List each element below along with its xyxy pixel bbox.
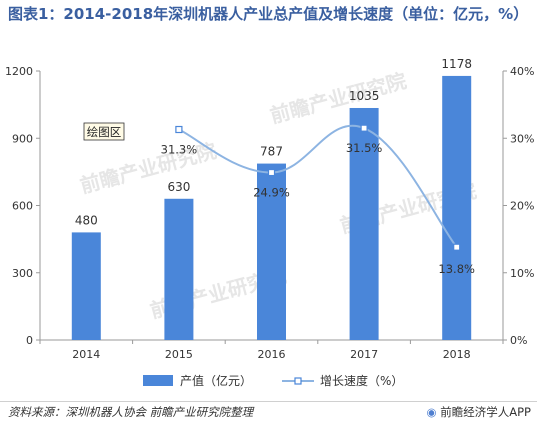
- bar-value-label: 480: [75, 213, 98, 227]
- y-right-tick-label: 10%: [510, 267, 534, 280]
- legend-line-marker: [294, 377, 302, 385]
- growth-value-label: 31.5%: [346, 141, 383, 155]
- bar-2017: [349, 107, 379, 340]
- plot-area-label-box: [83, 122, 125, 141]
- bar-2014: [71, 232, 101, 340]
- y-left-tick-label: 600: [12, 200, 33, 213]
- y-left-tick-label: 1200: [5, 65, 33, 78]
- growth-line-layer: [175, 124, 461, 251]
- y-right-tick-label: 30%: [510, 132, 534, 145]
- watermark-text: 前瞻产业研究院: [77, 139, 218, 198]
- bar-2015: [164, 198, 194, 340]
- growth-marker-2015: [175, 125, 183, 134]
- qianzhan-logo-icon: ◉: [426, 405, 437, 419]
- y-right-tick-label: 40%: [510, 65, 534, 78]
- growth-value-label: 13.8%: [438, 262, 475, 276]
- legend-line-label: 增长速度（%）: [320, 373, 403, 388]
- legend-bar-swatch: [143, 375, 173, 386]
- plot-area-label-text: 绘图区: [87, 125, 122, 139]
- data-labels: 480 630 787 1035 1178 31.3% 24.9% 31.5% 13.8%: [75, 57, 475, 276]
- x-tick-label: 2014: [72, 348, 100, 361]
- plot-area-label: 绘图区: [83, 122, 125, 141]
- x-tick-label: 2017: [350, 348, 378, 361]
- growth-marker-2016: [267, 168, 276, 177]
- x-tick-label: 2016: [258, 348, 286, 361]
- bar-value-label: 787: [260, 145, 283, 159]
- bar-2018: [442, 75, 472, 340]
- source-note: 资料来源：深圳机器人协会 前瞻产业研究院整理: [8, 405, 254, 419]
- footer-divider: [0, 401, 537, 402]
- x-tick-label: 2018: [443, 348, 471, 361]
- growth-marker-2017: [360, 124, 368, 132]
- y-left-tick-label: 300: [12, 267, 33, 280]
- bar-value-label: 1035: [349, 89, 380, 103]
- watermark-text: 前瞻产业研究院: [267, 69, 408, 128]
- growth-line: [178, 124, 458, 248]
- growth-marker-2018: [453, 243, 461, 251]
- legend-bar-label: 产值（亿元）: [180, 373, 252, 388]
- bar-value-label: 1178: [441, 57, 472, 71]
- y-right-tick-label: 0%: [510, 334, 527, 347]
- bar-2016: [257, 163, 286, 340]
- growth-value-label: 24.9%: [253, 186, 290, 200]
- y-left-tick-label: 0: [26, 334, 33, 347]
- bars: [71, 75, 472, 340]
- growth-value-label: 31.3%: [161, 143, 198, 157]
- y-left-tick-label: 900: [12, 132, 33, 145]
- chart-title: 图表1：2014-2018年深圳机器人产业总产值及增长速度（单位：亿元，%）: [8, 5, 529, 23]
- brand-label: 前瞻经济学人APP: [440, 405, 531, 419]
- y-right-tick-label: 20%: [510, 200, 534, 213]
- axes: 0 300 600 900 1200 0% 10% 20% 30% 40% 2014 2015 2016…: [5, 65, 534, 361]
- legend: 产值（亿元） 增长速度（%）: [143, 373, 403, 388]
- x-tick-label: 2015: [165, 348, 193, 361]
- brand: ◉ 前瞻经济学人APP: [427, 404, 531, 420]
- bar-value-label: 630: [167, 180, 190, 194]
